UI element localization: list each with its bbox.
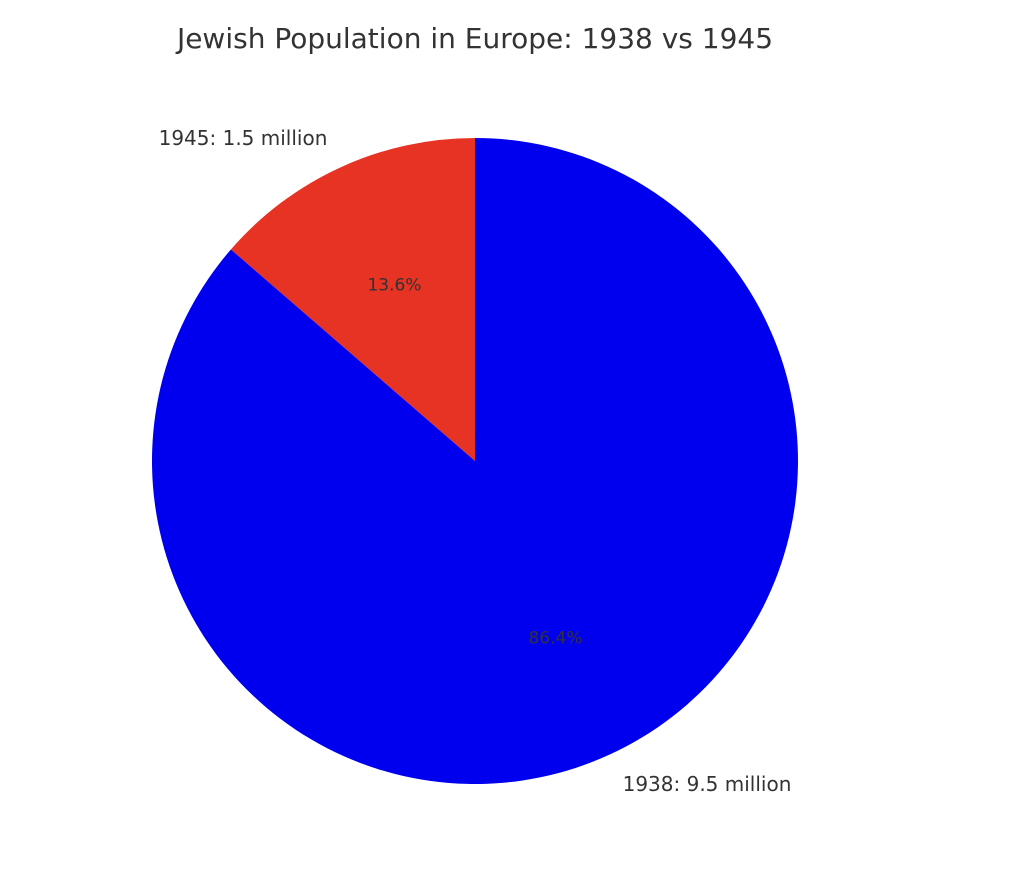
pie-slice	[151, 138, 798, 784]
slice-outer-label: 1945: 1.5 million	[159, 126, 328, 150]
chart-title: Jewish Population in Europe: 1938 vs 194…	[175, 22, 773, 55]
pie-slice	[230, 138, 475, 461]
pie-slices	[151, 138, 798, 784]
slice-percent-label: 13.6%	[367, 276, 421, 296]
slice-outer-label: 1938: 9.5 million	[623, 772, 792, 796]
slice-percent-label: 86.4%	[528, 628, 582, 648]
pie-labels: 13.6% 1945: 1.5 million 86.4% 1938: 9.5 mil…	[159, 126, 792, 796]
